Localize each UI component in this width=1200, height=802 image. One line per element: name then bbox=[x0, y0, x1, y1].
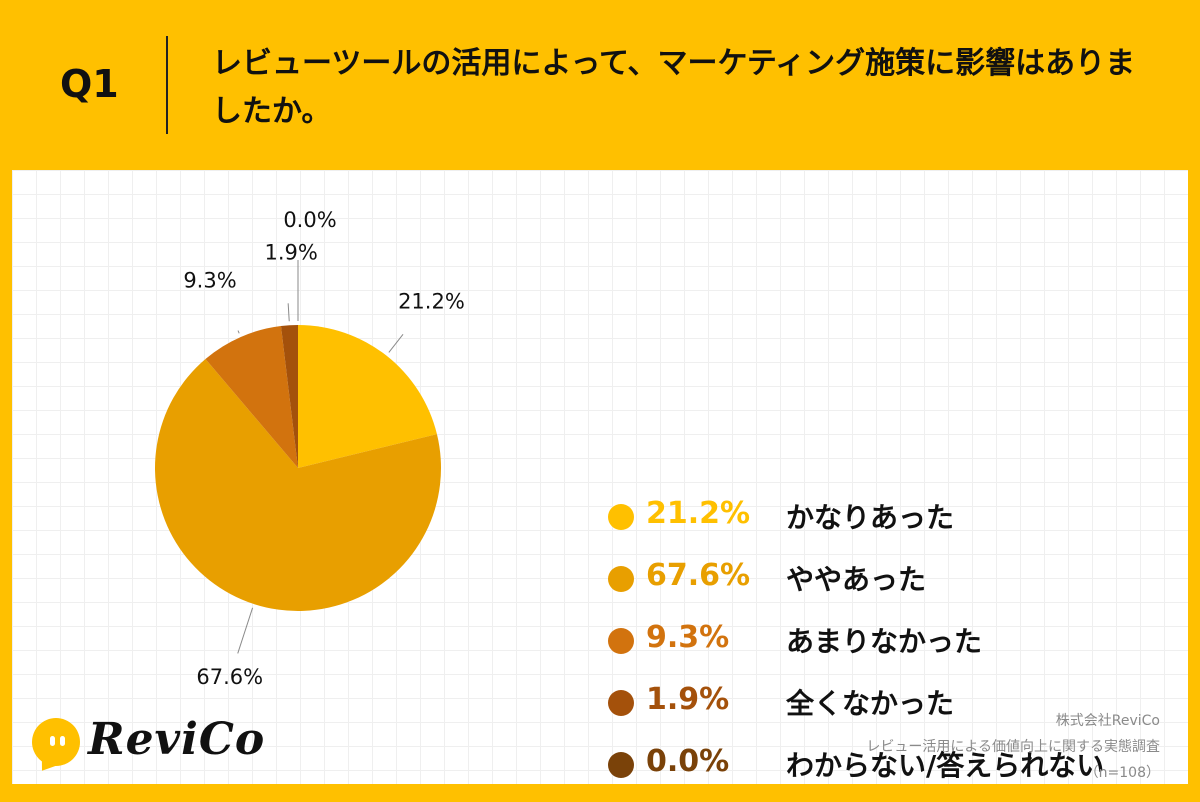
slice-label-1: 67.6% bbox=[196, 665, 263, 689]
question-title: レビューツールの活用によって、マーケティング施策に影響はありましたか。 bbox=[212, 46, 1136, 129]
legend-percent: 21.2% bbox=[646, 496, 751, 531]
question-number: Q1 bbox=[60, 62, 119, 106]
leader-line-0 bbox=[388, 334, 404, 353]
pie-slice-2 bbox=[205, 326, 298, 468]
legend-dot bbox=[608, 504, 634, 530]
source-sample: （n=108） bbox=[1084, 765, 1160, 781]
header-divider bbox=[166, 36, 168, 134]
legend-label: わからない/答えられない bbox=[786, 749, 1105, 782]
legend-percent: 0.0% bbox=[646, 744, 730, 779]
pie-slice-1 bbox=[154, 358, 441, 611]
slice-label-0: 21.2% bbox=[398, 289, 465, 313]
legend-label: かなりあった bbox=[786, 501, 955, 534]
leader-line-1 bbox=[237, 607, 254, 654]
slice-label-4: 0.0% bbox=[283, 208, 336, 232]
chart-panel: 21.2% 67.6% 9.3% 1.9% 0.0% 21.2% かなりあった 67.6… bbox=[12, 170, 1188, 784]
legend-percent: 9.3% bbox=[646, 620, 730, 655]
chat-bubble-icon bbox=[32, 718, 80, 766]
legend-percent: 1.9% bbox=[646, 682, 730, 717]
legend-label: あまりなかった bbox=[786, 625, 983, 658]
source-survey: レビュー活用による価値向上に関する実態調査 bbox=[866, 739, 1160, 755]
slice-label-3: 1.9% bbox=[264, 240, 317, 264]
pie-slice-3 bbox=[280, 325, 298, 468]
legend-percent: 67.6% bbox=[646, 558, 751, 593]
revico-logo: ReviCo bbox=[32, 712, 264, 776]
legend-dot bbox=[608, 752, 634, 778]
legend-dot bbox=[608, 566, 634, 592]
logo-text: ReviCo bbox=[88, 714, 266, 765]
slice-label-2: 9.3% bbox=[183, 268, 236, 292]
legend-dot bbox=[608, 690, 634, 716]
legend-label: ややあった bbox=[786, 563, 927, 596]
source-company: 株式会社ReviCo bbox=[1055, 713, 1160, 729]
leader-line-3 bbox=[287, 303, 290, 322]
logo-eye bbox=[50, 736, 55, 746]
legend-dot bbox=[608, 628, 634, 654]
legend-label: 全くなかった bbox=[786, 687, 955, 720]
header: Q1 レビューツールの活用によって、マーケティング施策に影響はありましたか。 bbox=[0, 0, 1200, 170]
source-note: 株式会社ReviCo レビュー活用による価値向上に関する実態調査 （n=108） bbox=[866, 708, 1160, 786]
leader-line-2 bbox=[237, 330, 240, 334]
pie-chart: 21.2% 67.6% 9.3% 1.9% 0.0% bbox=[154, 208, 465, 689]
logo-eye bbox=[60, 736, 65, 746]
pie-slice-0 bbox=[298, 325, 437, 468]
